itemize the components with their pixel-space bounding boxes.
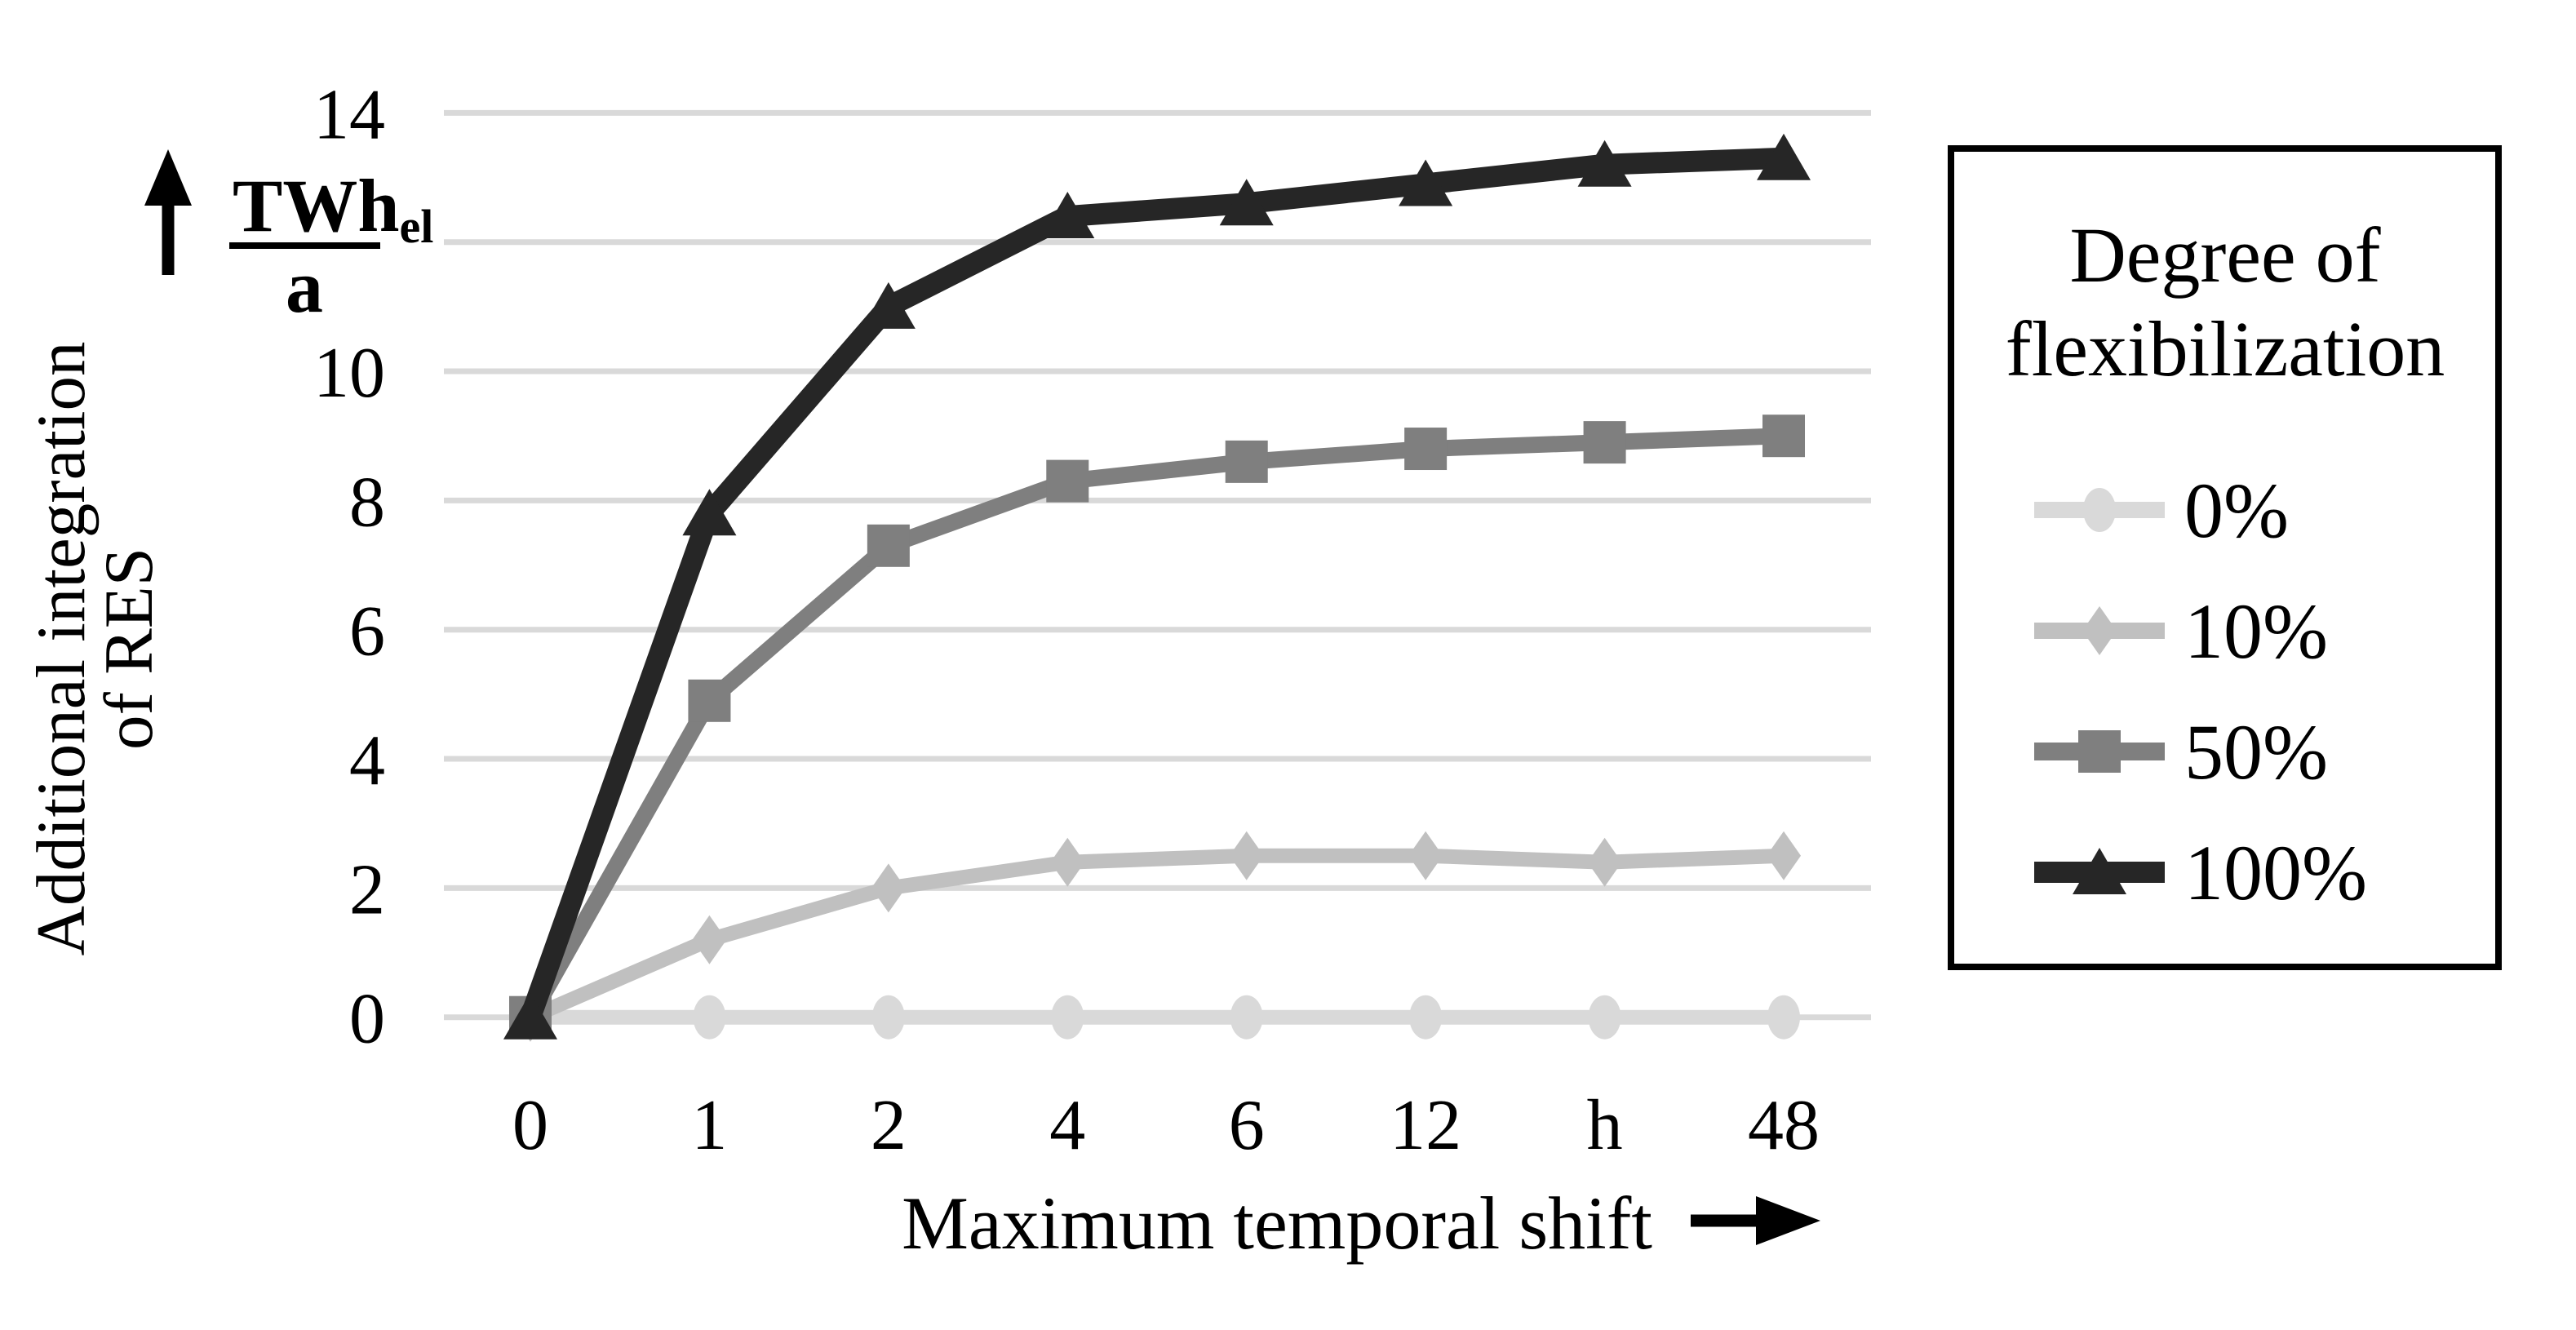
right-arrow-icon — [1691, 1196, 1820, 1245]
legend-label-0pct: 0% — [2184, 467, 2289, 554]
x-tick-label: 12 — [1390, 1086, 1461, 1165]
y-tick-label: 14 — [313, 75, 385, 154]
series-50pct-marker — [1046, 459, 1089, 503]
legend-entry-50pct: 50% — [2034, 708, 2328, 796]
y-tick-label: 2 — [349, 850, 385, 929]
legend-circle-icon — [2083, 488, 2116, 532]
x-tick-label: h — [1587, 1086, 1623, 1165]
series-50pct-line — [523, 428, 1785, 1022]
series-50pct-marker — [1225, 440, 1268, 483]
legend-entry-10pct: 10% — [2034, 587, 2328, 675]
series-10pct-marker — [1767, 831, 1802, 880]
series-100pct-marker — [1577, 140, 1632, 187]
legend-label-100pct: 100% — [2184, 829, 2367, 916]
series-0pct-marker — [693, 995, 726, 1040]
legend-entry-0pct: 0% — [2034, 467, 2289, 554]
series-0pct-marker — [871, 995, 905, 1040]
x-tick-label: 2 — [871, 1086, 907, 1165]
series-100pct-marker — [1757, 133, 1811, 180]
series-10pct-marker — [692, 915, 727, 964]
y-axis-unit-denominator: a — [286, 245, 323, 328]
series-100pct-marker — [861, 282, 916, 329]
y-tick-label: 0 — [349, 980, 385, 1059]
series-100pct-line — [520, 147, 1785, 1022]
x-axis-title: Maximum temporal shift — [902, 1181, 1652, 1265]
series-100pct-marker — [682, 489, 737, 536]
legend-title-line2: flexibilization — [2006, 305, 2445, 392]
legend-label-50pct: 50% — [2184, 708, 2328, 796]
y-tick-label: 4 — [349, 721, 385, 800]
series-100pct-marker — [503, 992, 557, 1040]
series-100pct-marker — [1040, 192, 1095, 239]
series-50pct-marker — [688, 679, 731, 722]
series-0pct-marker — [1409, 995, 1443, 1040]
series-100pct-marker — [1399, 159, 1453, 206]
legend: Degree of flexibilization 0% 10% 50% 100% — [1948, 145, 2502, 970]
y-tick-label: 10 — [313, 334, 385, 413]
x-tick-label: 0 — [512, 1086, 548, 1165]
legend-entry-100pct: 100% — [2034, 829, 2367, 916]
y-axis-title-line2: of RES — [91, 548, 167, 750]
series-0pct-marker — [1588, 995, 1621, 1040]
series-10pct-line — [527, 848, 1785, 1024]
series-50pct-marker — [1762, 415, 1806, 458]
y-tick-label: 8 — [349, 463, 385, 542]
series-10pct-marker — [1229, 831, 1264, 880]
y-axis-title-line1: Additional integration — [23, 341, 100, 955]
x-tick-label: 6 — [1229, 1086, 1265, 1165]
series-100pct-marker — [1219, 179, 1274, 226]
legend-square-icon — [2078, 730, 2121, 773]
x-tick-label: 1 — [691, 1086, 727, 1165]
series-10pct-marker — [1408, 831, 1443, 880]
legend-label-10pct: 10% — [2184, 587, 2328, 675]
series-10pct-marker — [1050, 837, 1085, 887]
series-50pct-marker — [867, 524, 910, 567]
series-50pct-marker — [1583, 421, 1626, 464]
y-axis-unit-numerator: TWhel — [233, 164, 433, 253]
x-tick-label: 48 — [1748, 1086, 1820, 1165]
legend-title-line1: Degree of — [2069, 211, 2380, 299]
series-0pct-marker — [1051, 995, 1084, 1040]
legend-diamond-icon — [2082, 606, 2117, 655]
up-arrow-icon — [144, 149, 192, 275]
series-10pct-marker — [871, 863, 906, 913]
series-0pct-marker — [1230, 995, 1263, 1040]
series-0pct-marker — [1767, 995, 1801, 1040]
y-axis-unit: TWhel a — [229, 164, 433, 328]
legend-border — [1948, 145, 2502, 970]
x-tick-label: 4 — [1049, 1086, 1085, 1165]
legend-triangle-icon — [2073, 848, 2126, 894]
y-tick-label: 6 — [349, 592, 385, 672]
series-10pct-marker — [1587, 837, 1622, 887]
series-50pct-marker — [1404, 428, 1448, 471]
